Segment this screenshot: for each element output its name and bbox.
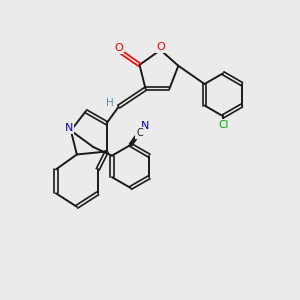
Text: O: O bbox=[156, 42, 165, 52]
Text: Cl: Cl bbox=[218, 120, 228, 130]
Text: H: H bbox=[106, 98, 114, 108]
Text: N: N bbox=[65, 123, 74, 133]
Text: N: N bbox=[140, 122, 149, 131]
Text: C: C bbox=[136, 128, 143, 138]
Text: O: O bbox=[114, 44, 123, 53]
